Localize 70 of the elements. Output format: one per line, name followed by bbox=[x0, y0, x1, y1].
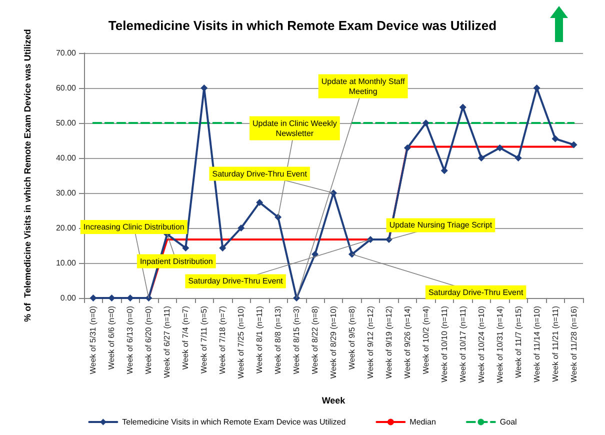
x-tick-label: Week of 11/28 (n=16) bbox=[569, 306, 578, 382]
point bbox=[440, 167, 448, 174]
x-tick-label: Week of 7/4 (n=7) bbox=[181, 306, 190, 370]
point bbox=[256, 198, 264, 206]
annotation: Update at Monthly Staff Meeting bbox=[321, 76, 406, 96]
annotation: Increasing Clinic Distribution bbox=[83, 222, 184, 232]
point bbox=[182, 244, 190, 252]
x-tick-label: Week of 6/13 (n=0) bbox=[126, 306, 135, 374]
x-tick-label: Week of 9/5 (n=8) bbox=[347, 306, 356, 370]
y-tick-label: 20.00 bbox=[56, 224, 77, 232]
y-axis-title: % of Telemedicine Visits in which Remote Exam Device was Utilized bbox=[22, 29, 32, 322]
x-tick-label: Week of 8/29 (n=10) bbox=[329, 306, 338, 379]
point bbox=[274, 214, 282, 221]
x-tick-label: Week of 6/27 (n=11) bbox=[162, 306, 172, 378]
x-tick-label: Week of 5/31 (n=0) bbox=[88, 306, 98, 374]
point bbox=[200, 84, 208, 92]
x-tick-label: Week of 7/11 (n=5) bbox=[200, 306, 209, 374]
point bbox=[366, 236, 374, 244]
y-tick-label: 50.00 bbox=[56, 118, 77, 128]
x-tick-label: Week of 6/20 (n=0) bbox=[144, 306, 154, 374]
annotation: Saturday Drive-Thru Event bbox=[188, 276, 284, 286]
point bbox=[108, 294, 116, 302]
point bbox=[422, 120, 430, 126]
y-tick-label: 0.00 bbox=[60, 294, 77, 302]
chart-title: Telemedicine Visits in which Remote Exam Device was Utilized bbox=[108, 18, 497, 33]
x-tick-label: Week of 10/2 (n=4) bbox=[421, 306, 430, 374]
x-tick-label: Week of 9/19 (n=12) bbox=[384, 306, 394, 379]
point bbox=[478, 154, 485, 162]
x-tick-label: Week of 8/8 (n=13) bbox=[274, 306, 283, 374]
annotation: Update Nursing Triage Script bbox=[389, 220, 493, 230]
annotation: Inpatient Distribution bbox=[140, 256, 213, 266]
point bbox=[219, 244, 226, 252]
x-tick-label: Week of 8/15 (n=3) bbox=[292, 306, 302, 374]
x-tick-label: Week of 9/26 (n=14) bbox=[402, 306, 412, 379]
x-tick-label: Week of 11/7 (n=15) bbox=[514, 306, 523, 378]
point bbox=[404, 144, 411, 152]
point bbox=[496, 144, 504, 152]
point bbox=[348, 250, 356, 258]
x-tick-label: Week of 10/10 (n=11) bbox=[440, 306, 449, 382]
legend-label: Goal bbox=[500, 418, 518, 426]
point bbox=[570, 141, 578, 148]
x-tick-label: Week of 9/12 (n=12) bbox=[366, 306, 375, 379]
x-tick-label: Week of 10/31 (n=14) bbox=[495, 306, 504, 384]
annotation: Saturday Drive-Thru Event bbox=[212, 169, 308, 178]
y-tick-label: 60.00 bbox=[56, 84, 77, 92]
legend-label: Telemedicine Visits in which Remote Exam Device was Utilized bbox=[122, 418, 346, 426]
annotation: Saturday Drive-Thru Event bbox=[428, 288, 524, 297]
y-tick-label: 30.00 bbox=[56, 188, 77, 198]
y-tick-label: 40.00 bbox=[56, 154, 77, 162]
x-tick-label: Week of 10/17 (n=11) bbox=[458, 306, 468, 382]
point bbox=[238, 224, 245, 232]
point bbox=[533, 84, 540, 92]
legend-label: Median bbox=[410, 418, 436, 426]
point bbox=[514, 154, 522, 162]
y-tick-label: 10.00 bbox=[56, 258, 77, 268]
x-axis-title: Week bbox=[322, 396, 346, 406]
x-tick-label: Week of 8/1 (n=11) bbox=[255, 306, 264, 374]
point bbox=[126, 294, 134, 302]
x-tick-label: Week of 8/22 (n=8) bbox=[310, 306, 320, 374]
point bbox=[552, 135, 559, 142]
point bbox=[459, 104, 466, 111]
x-tick-label: Week of 7/25 (n=10) bbox=[236, 306, 246, 379]
x-tick-label: Week of 6/6 (n=0) bbox=[107, 306, 116, 370]
x-tick-label: Week of 10/24 (n=10) bbox=[476, 306, 486, 384]
y-tick-label: 70.00 bbox=[56, 48, 77, 58]
x-tick-label: Week of 11/21 (n=11) bbox=[550, 306, 560, 382]
annotation: Update in Clinic Weekly Newsletter bbox=[252, 118, 337, 138]
x-tick-label: Week of 7/18 (n=7) bbox=[218, 306, 228, 374]
x-tick-label: Week of 11/14 (n=10) bbox=[532, 306, 542, 382]
point bbox=[90, 294, 97, 302]
